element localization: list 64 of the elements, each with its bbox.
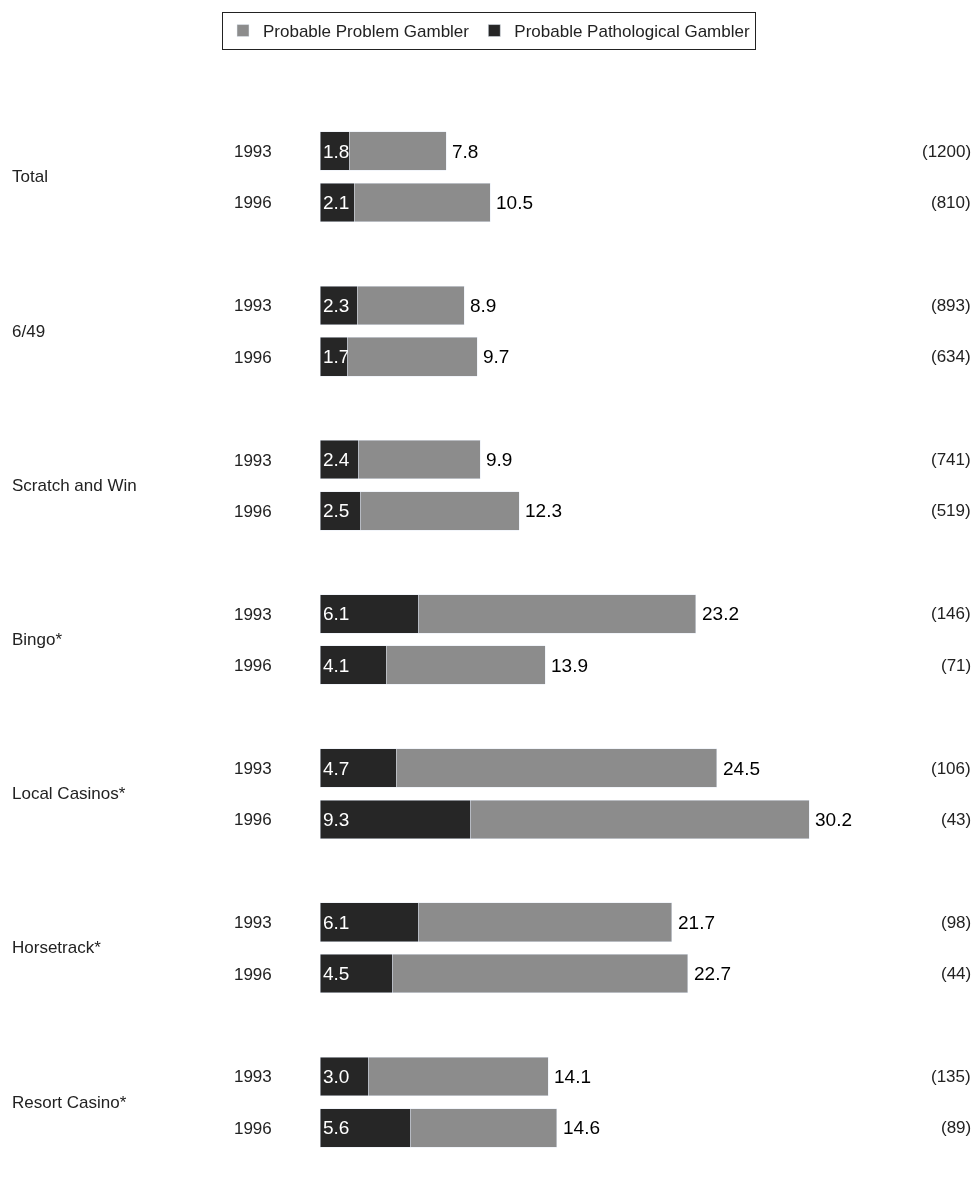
text: (741) <box>931 450 971 469</box>
total-label: 23.2 <box>702 603 739 624</box>
text: Bingo* <box>12 630 63 649</box>
total-label: 9.9 <box>486 449 513 470</box>
data-label: 4.5 <box>323 963 350 985</box>
text: (44) <box>941 964 972 983</box>
data-label: 4.1 <box>323 654 350 676</box>
total-label: 30.2 <box>815 809 852 830</box>
legend-label: Probable Problem Gambler <box>263 22 470 42</box>
total-label: 14.1 <box>554 1066 591 1087</box>
y-tick-label: 1996 <box>233 810 319 830</box>
y-tick-label: 1996 <box>233 656 319 676</box>
total-label: 14.6 <box>563 1117 600 1138</box>
total-label: 9.7 <box>483 346 510 367</box>
total-label: 24.5 <box>723 758 760 779</box>
text: (634) <box>931 347 971 366</box>
total-label: 22.7 <box>694 963 731 984</box>
text: (106) <box>931 759 971 778</box>
text: (89) <box>941 1118 972 1137</box>
data-label: 9.3 <box>323 808 350 830</box>
y-tick-label: 1993 <box>233 296 319 316</box>
y-tick-label: 1996 <box>233 193 319 213</box>
total-label: 12.3 <box>525 500 562 521</box>
data-label: 1.8 <box>323 140 350 162</box>
text: (810) <box>931 193 971 212</box>
data-label: 2.4 <box>323 449 350 471</box>
data-label: 5.6 <box>323 1117 350 1139</box>
data-label: 2.5 <box>323 500 350 522</box>
text: (98) <box>941 913 972 932</box>
text: (146) <box>931 604 971 623</box>
y-tick-label: 1996 <box>233 1118 319 1138</box>
data-label: 4.7 <box>323 757 350 779</box>
y-tick-label: 1996 <box>233 964 319 984</box>
text: (135) <box>931 1067 971 1086</box>
text: 6/49 <box>12 322 46 341</box>
text: Scratch and Win <box>12 476 137 495</box>
y-tick-label: 1993 <box>233 758 319 778</box>
text: Resort Casino* <box>12 1093 127 1112</box>
y-tick-label: 1993 <box>233 142 319 162</box>
text: (1200) <box>922 142 972 161</box>
text: Horsetrack* <box>12 938 102 957</box>
total-label: 7.8 <box>452 141 479 162</box>
text: (43) <box>941 810 972 829</box>
total-label: 21.7 <box>678 912 715 933</box>
text: (893) <box>931 296 971 315</box>
y-tick-label: 1996 <box>233 501 319 521</box>
text: (519) <box>931 501 971 520</box>
text: (71) <box>941 656 972 675</box>
total-label: 10.5 <box>496 192 533 213</box>
total-label: 13.9 <box>551 655 588 676</box>
data-label: 6.1 <box>323 603 350 625</box>
y-tick-label: 1993 <box>233 450 319 470</box>
y-tick-label: 1993 <box>233 1067 319 1087</box>
y-tick-label: 1993 <box>233 604 319 624</box>
legend-label: Probable Pathological Gambler <box>514 22 750 42</box>
data-label: 3.0 <box>323 1065 350 1087</box>
y-tick-label: 1996 <box>233 347 319 367</box>
total-label: 8.9 <box>470 295 497 316</box>
text: Local Casinos* <box>12 784 126 803</box>
text: Total <box>12 167 48 186</box>
data-label: 2.3 <box>323 294 350 316</box>
y-tick-label: 1993 <box>233 913 319 933</box>
data-label: 6.1 <box>323 911 350 933</box>
data-label: 2.1 <box>323 192 350 214</box>
